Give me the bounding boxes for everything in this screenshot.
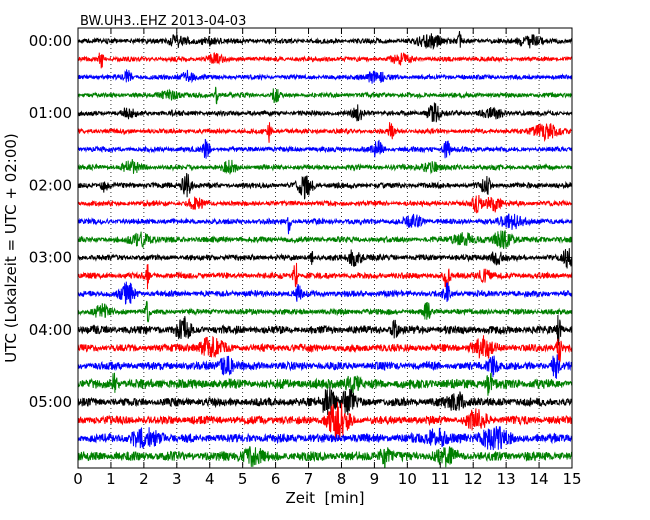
seismic-trace xyxy=(78,30,572,51)
seismic-trace xyxy=(78,372,572,396)
seismic-trace xyxy=(78,354,572,379)
seismic-trace xyxy=(78,52,572,69)
x-tick-label: 12 xyxy=(464,470,483,488)
x-tick-label: 11 xyxy=(431,470,450,488)
seismic-trace xyxy=(78,138,572,159)
seismic-trace xyxy=(78,300,572,323)
seismic-trace xyxy=(78,335,572,363)
x-tick-label: 7 xyxy=(304,470,314,488)
y-tick-label: 03:00 xyxy=(29,249,72,267)
x-tick-label: 10 xyxy=(398,470,417,488)
x-tick-label: 9 xyxy=(370,470,380,488)
traces-group xyxy=(78,30,572,468)
x-axis-ticks: 0 1 2 3 4 5 6 7 8 9 10 11 12 13 14 15 xyxy=(73,28,582,488)
plot-frame xyxy=(77,27,573,469)
x-tick-label: 6 xyxy=(271,470,281,488)
seismic-trace xyxy=(78,426,572,451)
y-tick-label: 05:00 xyxy=(29,393,72,411)
seismic-trace xyxy=(78,248,572,269)
seismic-trace xyxy=(78,102,572,123)
x-tick-label: 8 xyxy=(337,470,347,488)
y-tick-label: 00:00 xyxy=(29,32,72,50)
seismic-trace xyxy=(78,386,572,416)
seismic-trace xyxy=(78,122,572,143)
x-tick-label: 14 xyxy=(530,470,549,488)
seismic-trace xyxy=(78,281,572,305)
y-axis-label: UTC (Lokalzeit = UTC + 02:00) xyxy=(2,133,20,363)
seismic-trace xyxy=(78,172,572,200)
seismic-trace xyxy=(78,86,572,105)
seismic-trace xyxy=(78,230,572,250)
y-axis-ticks: 00:00 01:00 02:00 03:00 04:00 05:00 xyxy=(29,32,572,411)
x-axis-label: Zeit [min] xyxy=(285,489,364,507)
x-tick-label: 15 xyxy=(562,470,581,488)
y-tick-label: 02:00 xyxy=(29,176,72,194)
vertical-grid xyxy=(110,28,540,468)
x-tick-label: 4 xyxy=(205,470,215,488)
seismic-trace xyxy=(78,194,572,214)
seismic-trace xyxy=(78,314,572,346)
seismic-trace xyxy=(78,402,572,440)
x-tick-label: 5 xyxy=(238,470,248,488)
seismic-trace xyxy=(78,262,572,291)
x-tick-label: 0 xyxy=(73,470,83,488)
x-tick-label: 3 xyxy=(172,470,182,488)
seismic-trace xyxy=(78,213,572,235)
seismic-trace xyxy=(78,446,572,468)
y-tick-label: 01:00 xyxy=(29,104,72,122)
x-tick-label: 13 xyxy=(497,470,516,488)
x-tick-label: 2 xyxy=(139,470,149,488)
seismic-trace xyxy=(78,69,572,84)
y-tick-label: 04:00 xyxy=(29,321,72,339)
seismic-trace xyxy=(78,159,572,175)
chart-title: BW.UH3..EHZ 2013-04-03 xyxy=(80,14,246,29)
x-tick-label: 1 xyxy=(106,470,116,488)
